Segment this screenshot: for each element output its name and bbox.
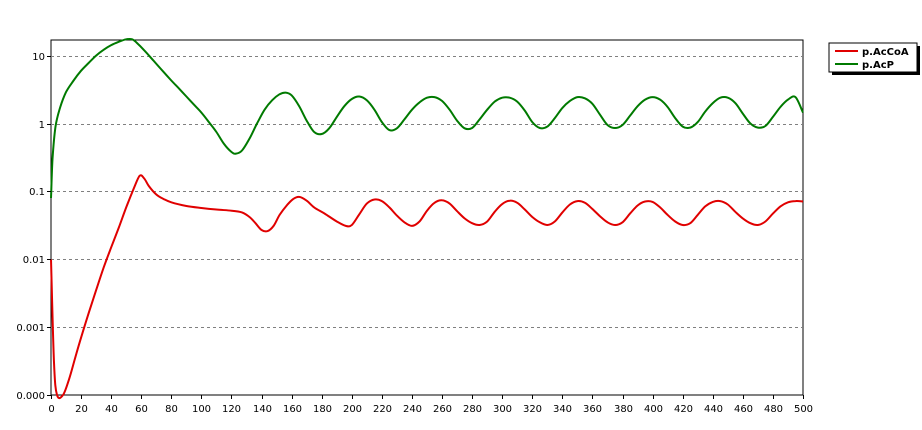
x-tick-label: 340 <box>553 404 572 415</box>
x-tick-label: 220 <box>373 404 392 415</box>
y-tick-label: 0.01 <box>23 255 45 266</box>
x-tick-label: 0 <box>48 404 54 415</box>
series-line-p-acp <box>50 37 804 199</box>
x-tick-label: 440 <box>704 404 723 415</box>
x-tick-label: 380 <box>614 404 633 415</box>
x-axis: 0 20 40 60 80 100 120 140 160 180 200 220 240 260 280 3… <box>48 395 813 415</box>
y-tick-label: 0.000 <box>16 391 45 402</box>
x-tick-label: 260 <box>433 404 452 415</box>
legend-label-accoa: p.AcCoA <box>862 47 909 58</box>
x-tick-label: 140 <box>253 404 272 415</box>
y-axis: 0.000 0.001 0.01 0.1 1 10 <box>16 52 51 402</box>
x-tick-label: 40 <box>105 404 118 415</box>
x-tick-label: 400 <box>644 404 663 415</box>
grid <box>51 56 803 328</box>
x-tick-label: 120 <box>222 404 241 415</box>
x-tick-label: 180 <box>313 404 332 415</box>
x-tick-label: 60 <box>135 404 148 415</box>
x-tick-label: 80 <box>165 404 178 415</box>
series-layer <box>50 37 804 400</box>
y-tick-label: 10 <box>32 52 45 63</box>
legend-box <box>828 42 918 73</box>
x-tick-label: 280 <box>463 404 482 415</box>
legend: p.AcCoA p.AcP <box>828 42 920 75</box>
x-tick-label: 300 <box>493 404 512 415</box>
x-tick-label: 360 <box>583 404 602 415</box>
legend-label-acp: p.AcP <box>862 60 894 71</box>
x-tick-label: 420 <box>674 404 693 415</box>
x-tick-label: 240 <box>403 404 422 415</box>
plot-area <box>50 39 804 396</box>
x-tick-label: 100 <box>192 404 211 415</box>
x-tick-label: 320 <box>523 404 542 415</box>
x-tick-label: 160 <box>283 404 302 415</box>
x-tick-label: 20 <box>75 404 88 415</box>
x-tick-label: 460 <box>734 404 753 415</box>
x-tick-label: 480 <box>764 404 783 415</box>
x-tick-label: 500 <box>794 404 813 415</box>
y-tick-label: 0.001 <box>16 323 45 334</box>
y-tick-label: 0.1 <box>29 187 45 198</box>
x-tick-label: 200 <box>343 404 362 415</box>
series-line-p-accoa <box>50 174 804 400</box>
y-tick-label: 1 <box>39 120 45 131</box>
